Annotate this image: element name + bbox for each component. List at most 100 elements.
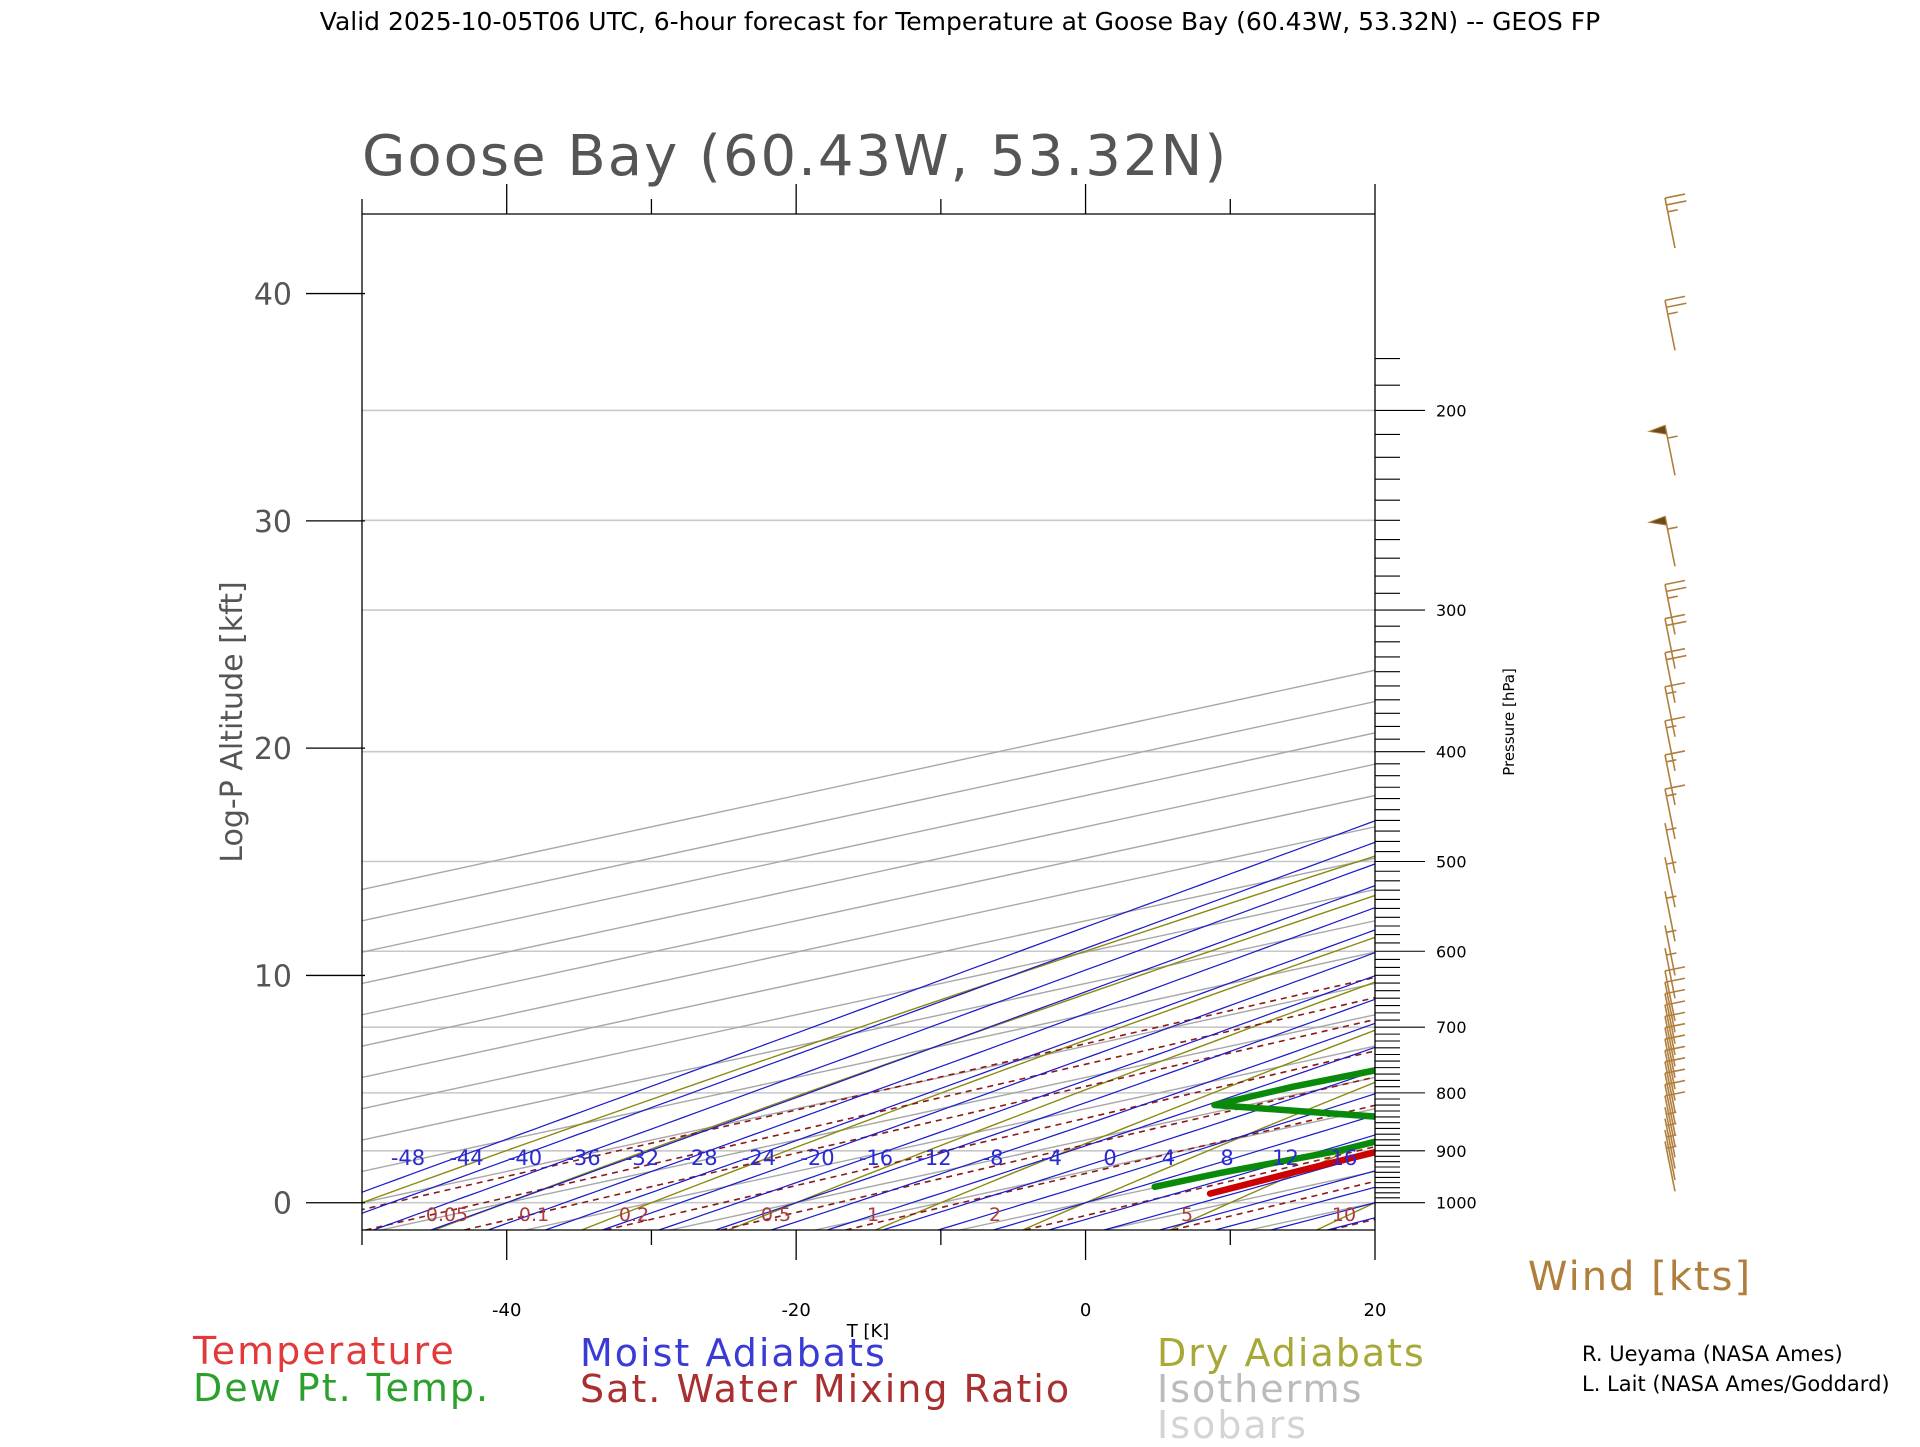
moist-adiabat-label: 0: [1103, 1146, 1116, 1170]
moist-adiabat-line: [1267, 214, 1920, 1231]
wind-barb-flag: [1665, 1058, 1685, 1062]
wind-label: Wind [kts]: [1528, 1254, 1752, 1300]
pressure-tick-label: 800: [1436, 1084, 1467, 1103]
x-tick-label: 0: [1080, 1300, 1091, 1321]
moist-adiabat-line: [1550, 214, 1920, 1231]
wind-barb: [1665, 925, 1676, 975]
wind-barb-half-flag: [1666, 794, 1676, 796]
y-tick-label: 10: [254, 959, 292, 994]
isobars: [362, 410, 1375, 1202]
dry-adiabat-line: [1905, 219, 1920, 1231]
isotherm-line: [1394, 214, 1920, 1230]
mixing-ratio-label: 0.05: [426, 1204, 468, 1226]
wind-barb-flag: [1665, 1035, 1685, 1039]
wind-barb: [1665, 615, 1686, 669]
wind-barb-flag: [1665, 580, 1685, 584]
wind-barb: [1649, 516, 1678, 566]
temperature-profile: [1210, 219, 1920, 1194]
credit-ueyama: R. Ueyama (NASA Ames): [1582, 1342, 1843, 1366]
isotherm-line: [0, 214, 1920, 1230]
wind-barb-flag: [1665, 1069, 1685, 1073]
mixing-ratio-label: 0.1: [519, 1204, 549, 1226]
wind-barb-half-flag: [1666, 760, 1676, 762]
wind-barb-half-flag: [1666, 930, 1676, 932]
x-tick-label: 20: [1364, 1300, 1387, 1321]
mixing-ratio-line: [1499, 219, 1920, 1231]
moist-adiabat-line: [712, 214, 1920, 1231]
mixing-ratio-label: 1: [867, 1204, 879, 1226]
pressure-tick-label: 500: [1436, 853, 1467, 872]
wind-barb-flag: [1666, 656, 1686, 660]
isotherm-line: [0, 214, 1920, 1230]
wind-barb-flag: [1665, 978, 1685, 982]
mixing-ratio-label: 2: [989, 1204, 1001, 1226]
wind-barb: [1665, 785, 1685, 839]
moist-adiabat-label: 12: [1272, 1146, 1299, 1170]
wind-barb-half-flag: [1666, 896, 1676, 898]
wind-barb-pennant: [1649, 425, 1667, 434]
moist-adiabat-line: [1323, 214, 1920, 1231]
moist-adiabat-line: [370, 214, 1920, 1231]
legend-isobars: Isobars: [1157, 1406, 1308, 1444]
isotherm-line: [0, 214, 1920, 1230]
pressure-tick-label: 200: [1436, 401, 1467, 420]
wind-barb: [1665, 296, 1686, 350]
moist-adiabat-label: -36: [566, 1146, 600, 1170]
mixing-ratio-label: 5: [1181, 1204, 1193, 1226]
moist-adiabat-label: 16: [1331, 1146, 1358, 1170]
wind-barb: [1665, 683, 1685, 737]
wind-barb-flag: [1665, 649, 1685, 653]
isotherms: [0, 214, 1920, 1230]
pressure-axis-label: Pressure [hPa]: [1500, 668, 1518, 776]
wind-barb-flag: [1665, 990, 1685, 994]
pressure-tick-label: 1000: [1436, 1194, 1477, 1213]
moist-adiabat-line: [879, 214, 1920, 1231]
mixing-ratio-line: [606, 219, 1920, 1231]
wind-barb: [1665, 717, 1685, 771]
mixing-ratio-line: [366, 219, 1920, 1231]
isotherm-line: [381, 214, 1920, 1230]
dry-adiabat-line: [1170, 219, 1920, 1231]
wind-barb-flag: [1666, 587, 1686, 591]
wind-barb-flag: [1665, 1046, 1685, 1050]
mixing-ratio-line: [846, 219, 1920, 1231]
wind-barb-flag: [1665, 1092, 1685, 1096]
wind-barb-flag: [1665, 683, 1685, 687]
wind-barb-half-flag: [1668, 312, 1678, 314]
moist-adiabat-line: [428, 214, 1920, 1231]
mixing-ratio-line: [464, 219, 1920, 1231]
wind-barb-flag: [1665, 751, 1685, 755]
isotherm-line: [0, 214, 1920, 1230]
moist-adiabat-line: [1156, 214, 1920, 1231]
wind-barb: [1665, 751, 1685, 805]
wind-barb-half-flag: [1666, 862, 1676, 864]
mixing-ratio-label: 10: [1332, 1204, 1356, 1226]
wind-barb-flag: [1666, 303, 1686, 307]
wind-barb-half-flag: [1666, 726, 1676, 728]
pressure-tick-label: 400: [1436, 743, 1467, 762]
y-tick-label: 20: [254, 732, 292, 767]
dry-adiabats: [288, 219, 1920, 1231]
moist-adiabat-label: 8: [1220, 1146, 1233, 1170]
wind-barb-half-flag: [1666, 828, 1676, 830]
wind-barbs: [1649, 194, 1686, 1191]
pressure-tick-label: 700: [1436, 1018, 1467, 1037]
y-tick-label: 30: [254, 505, 292, 540]
wind-barb: [1665, 649, 1686, 703]
y-tick-label: 0: [273, 1187, 292, 1222]
moist-adiabat-label: -24: [742, 1146, 776, 1170]
dry-adiabat-line: [1464, 219, 1920, 1231]
legend-temperature: Temperature: [193, 1332, 456, 1370]
moist-adiabat-label: -20: [800, 1146, 834, 1170]
dry-adiabat-line: [1023, 219, 1920, 1231]
dewpoint-profile: [1155, 216, 1920, 1187]
y-tick-label: 40: [254, 278, 292, 313]
moist-adiabat-label: -48: [391, 1146, 425, 1170]
wind-barb-half-flag: [1668, 210, 1678, 212]
chart-title: Goose Bay (60.43W, 53.32N): [362, 124, 1228, 189]
isotherm-line: [815, 214, 1920, 1230]
wind-barb: [1665, 580, 1686, 634]
pressure-tick-label: 900: [1436, 1142, 1467, 1161]
wind-barb-flag: [1666, 201, 1686, 205]
